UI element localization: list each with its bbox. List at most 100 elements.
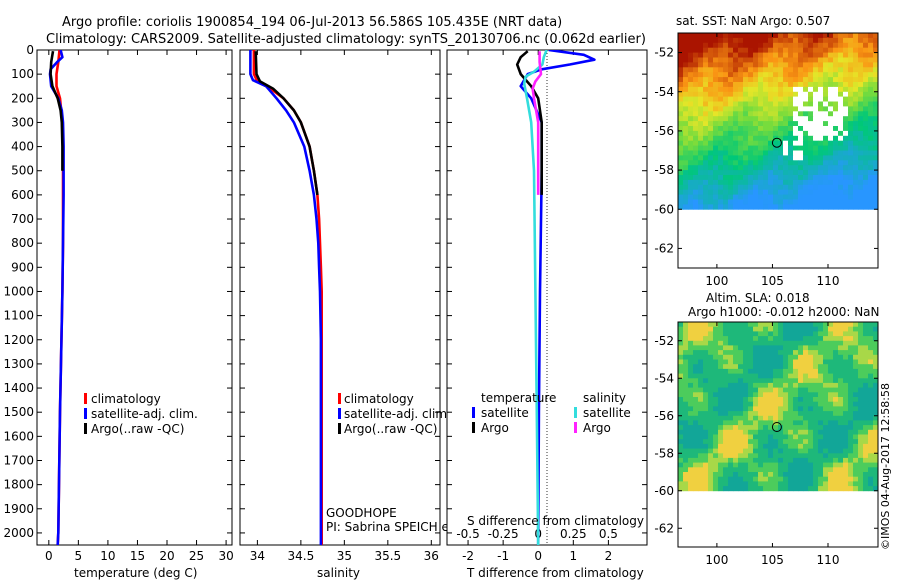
map-cell bbox=[708, 373, 714, 379]
map-cell bbox=[703, 481, 709, 487]
map-cell bbox=[843, 453, 849, 459]
map-cell bbox=[743, 415, 749, 421]
map-cell bbox=[823, 111, 829, 117]
map-cell bbox=[833, 57, 839, 63]
map-cell bbox=[718, 126, 724, 132]
map-cell bbox=[813, 72, 819, 78]
map-cell bbox=[853, 82, 859, 88]
map-cell bbox=[758, 364, 764, 370]
map-cell bbox=[678, 86, 684, 93]
map-cell bbox=[773, 448, 779, 454]
map-cell bbox=[803, 121, 809, 127]
map-cell bbox=[828, 481, 834, 487]
map-cell bbox=[688, 57, 694, 63]
map-cell bbox=[798, 411, 804, 417]
map-cell bbox=[718, 364, 724, 370]
map-cell bbox=[858, 62, 864, 68]
map-cell bbox=[858, 373, 864, 379]
map-cell bbox=[678, 406, 684, 412]
map-cell bbox=[718, 411, 724, 417]
map-cell bbox=[773, 472, 779, 478]
map-cell bbox=[783, 165, 789, 171]
map-cell bbox=[758, 350, 764, 356]
map-cell bbox=[843, 106, 849, 112]
map-cell bbox=[733, 82, 739, 88]
map-cell bbox=[838, 434, 844, 440]
map-cell bbox=[823, 77, 829, 83]
map-cell bbox=[743, 111, 749, 117]
map-cell bbox=[698, 189, 704, 195]
map-cell bbox=[813, 52, 819, 58]
map-cell bbox=[693, 150, 699, 156]
map-cell bbox=[728, 47, 734, 53]
map-cell bbox=[753, 462, 759, 468]
map-cell bbox=[783, 429, 789, 435]
map-cell bbox=[843, 382, 849, 388]
map-cell bbox=[763, 121, 769, 127]
map-cell bbox=[853, 406, 859, 412]
map-cell bbox=[793, 364, 799, 370]
map-cell bbox=[803, 160, 809, 166]
map-cell bbox=[698, 37, 704, 44]
map-cell bbox=[733, 67, 739, 73]
map-cell bbox=[693, 189, 699, 195]
map-cell bbox=[788, 96, 794, 102]
map-cell bbox=[738, 37, 744, 44]
map-cell bbox=[853, 476, 859, 482]
map-cell bbox=[728, 382, 734, 388]
map-cell bbox=[843, 121, 849, 127]
map-cell bbox=[678, 443, 684, 449]
map-cell bbox=[793, 392, 799, 398]
map-cell bbox=[778, 359, 784, 365]
map-cell bbox=[763, 481, 769, 487]
map-cell bbox=[793, 96, 799, 102]
map-cell bbox=[683, 326, 689, 332]
map-cell bbox=[728, 401, 734, 407]
x-tick-label: 25 bbox=[189, 549, 204, 563]
map-cell bbox=[738, 322, 744, 328]
map-cell bbox=[683, 106, 689, 112]
map-cell bbox=[813, 77, 819, 83]
map-cell bbox=[753, 397, 759, 403]
map-cell bbox=[863, 121, 869, 127]
map-cell bbox=[708, 397, 714, 403]
map-cell bbox=[838, 52, 844, 58]
map-cell bbox=[783, 406, 789, 412]
map-cell bbox=[853, 135, 859, 142]
map-cell bbox=[778, 378, 784, 384]
map-cell bbox=[688, 345, 694, 351]
map-cell bbox=[703, 336, 709, 342]
map-cell bbox=[763, 204, 769, 210]
map-cell bbox=[698, 160, 704, 166]
map-cell bbox=[798, 373, 804, 379]
legend-swatch-climatology bbox=[84, 393, 87, 404]
map-cell bbox=[753, 199, 759, 205]
map-cell bbox=[688, 33, 694, 39]
map-cell bbox=[678, 184, 684, 191]
map-cell bbox=[868, 387, 874, 393]
map-cell bbox=[738, 373, 744, 379]
map-cell bbox=[863, 368, 869, 374]
map-cell bbox=[833, 86, 839, 93]
map-cell bbox=[728, 145, 734, 151]
map-cell bbox=[693, 368, 699, 374]
map-cell bbox=[708, 368, 714, 374]
map-cell bbox=[703, 72, 709, 78]
map-cell bbox=[863, 392, 869, 398]
lat-tick-label: -54 bbox=[654, 371, 674, 385]
map-cell bbox=[748, 331, 754, 337]
map-cell bbox=[678, 322, 684, 328]
map-cell bbox=[853, 345, 859, 351]
map-cell bbox=[863, 359, 869, 365]
map-cell bbox=[698, 204, 704, 210]
map-cell bbox=[758, 175, 764, 181]
map-cell bbox=[718, 368, 724, 374]
map-cell bbox=[718, 33, 724, 39]
map-cell bbox=[783, 130, 789, 137]
map-cell bbox=[683, 401, 689, 407]
map-cell bbox=[688, 397, 694, 403]
map-cell bbox=[693, 72, 699, 78]
map-cell bbox=[708, 354, 714, 360]
map-cell bbox=[788, 165, 794, 171]
map-cell bbox=[818, 326, 824, 332]
